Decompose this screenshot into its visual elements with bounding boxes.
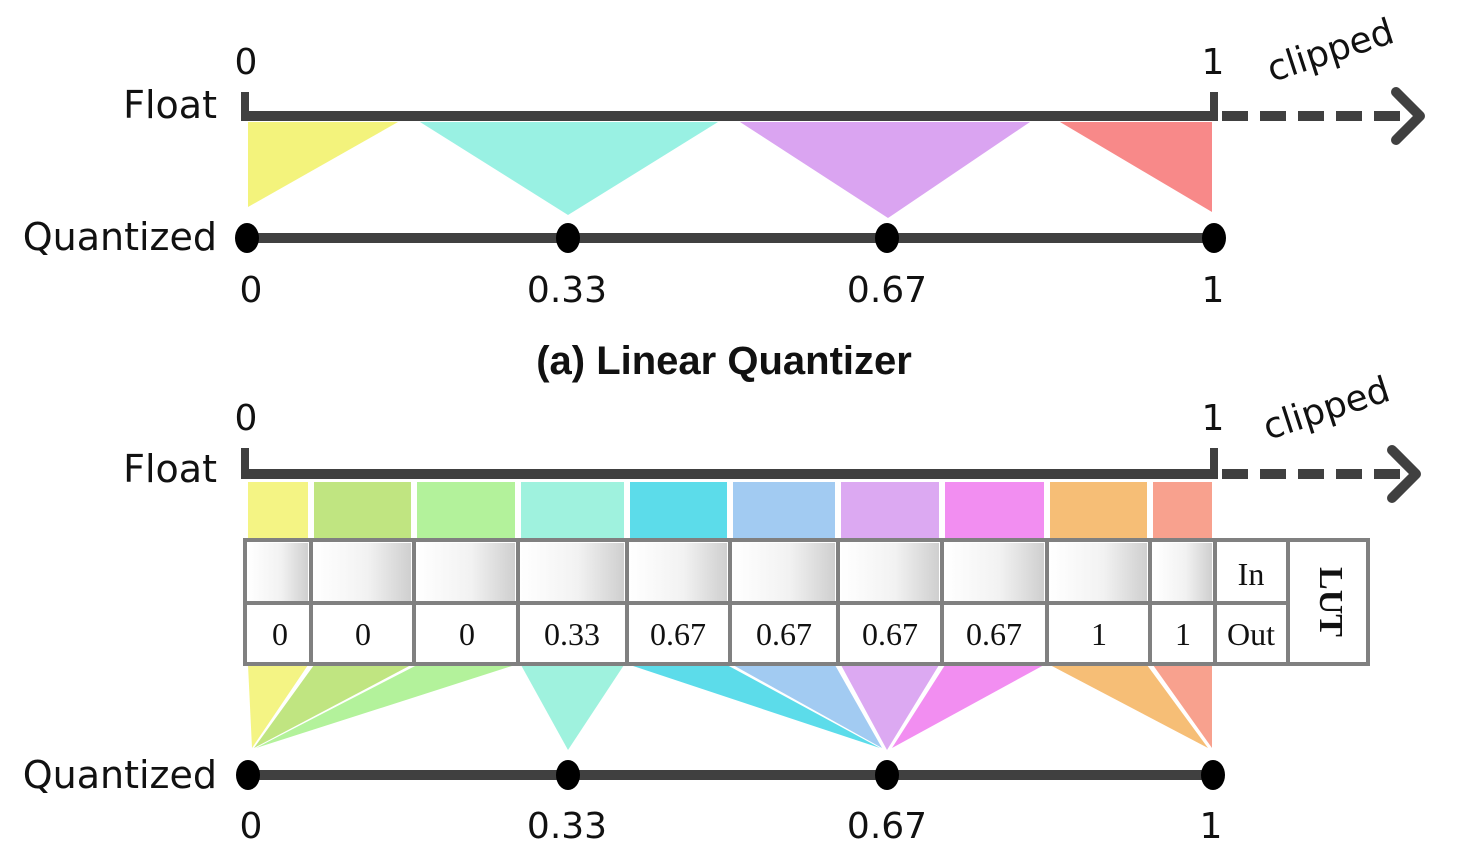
clipped-arrow-a-head <box>1391 87 1425 145</box>
funnel-7 <box>892 665 1044 748</box>
linear-region-1 <box>1060 122 1212 212</box>
clipped-label-b: clipped <box>1258 369 1395 448</box>
lut-bin-5 <box>733 482 835 540</box>
lut-in-row <box>248 543 1212 601</box>
lut-in-cell <box>1050 543 1147 601</box>
lut-bin-4 <box>630 482 727 540</box>
quant-tick-a-2: 0.67 <box>847 270 927 311</box>
lut-bin-6 <box>841 482 939 540</box>
quant-point-b-0 <box>236 760 260 790</box>
lut-out-value: 0 <box>355 616 371 652</box>
float-end-label-b: 1 <box>1202 398 1225 439</box>
clipped-label-a: clipped <box>1262 11 1399 90</box>
funnel-6 <box>841 665 939 750</box>
lut-funnel-group <box>248 665 1212 750</box>
linear-region-067 <box>740 122 1030 218</box>
lut-in-cell <box>841 543 939 601</box>
funnel-5 <box>733 665 882 748</box>
funnel-8 <box>1050 665 1208 748</box>
lut-grid <box>245 540 1290 664</box>
lut-out-value: 1 <box>1175 616 1191 652</box>
lut-in-cell <box>945 543 1044 601</box>
lut-in-cell <box>417 543 515 601</box>
quant-point-a-033 <box>556 223 580 253</box>
lut-out-value: 0 <box>272 616 288 652</box>
quant-tick-b-3: 1 <box>1200 806 1223 847</box>
funnel-3 <box>521 665 624 750</box>
quant-point-a-1 <box>1202 223 1226 253</box>
lut-title: LUT <box>1312 567 1349 637</box>
funnel-4 <box>630 665 880 748</box>
float-label-a: Float <box>123 83 217 127</box>
lut-bin-9 <box>1153 482 1212 540</box>
lut-in-cell <box>630 543 727 601</box>
lut-in-cell <box>521 543 624 601</box>
caption-linear-quantizer: (a) Linear Quantizer <box>536 339 912 383</box>
lut-in-cell <box>248 543 308 601</box>
lut-out-value: 0 <box>459 616 475 652</box>
quant-tick-b-0: 0 <box>240 806 263 847</box>
funnel-0 <box>248 665 308 748</box>
quant-point-a-067 <box>875 223 899 253</box>
clipped-arrow-b-head <box>1387 445 1421 503</box>
float-start-label-b: 0 <box>235 398 258 439</box>
funnel-2 <box>256 665 515 748</box>
quant-tick-a-1: 0.33 <box>527 270 607 311</box>
lut-out-value: 0.67 <box>756 616 812 652</box>
funnel-1 <box>254 665 411 748</box>
quant-point-b-1 <box>1201 760 1225 790</box>
lut-bin-1 <box>314 482 411 540</box>
funnel-9 <box>1153 665 1212 748</box>
lut-bin-2 <box>417 482 515 540</box>
linear-region-group <box>248 122 1212 218</box>
lut-bin-7 <box>945 482 1044 540</box>
panel-b-lut-quantizer: Float 0 1 clipped <box>23 369 1421 847</box>
linear-region-0 <box>248 122 398 207</box>
lut-out-value: 0.33 <box>544 616 600 652</box>
quant-tick-b-1: 0.33 <box>527 806 607 847</box>
float-end-label-a: 1 <box>1202 42 1225 83</box>
quant-tick-a-3: 1 <box>1202 270 1225 311</box>
lut-in-cell <box>733 543 835 601</box>
lut-bin-0 <box>248 482 308 540</box>
lut-table: 0 0 0 0.33 0.67 0.67 0.67 0.67 1 1 In Ou… <box>243 538 1370 666</box>
quantized-label-b: Quantized <box>23 753 217 797</box>
quant-point-b-067 <box>875 760 899 790</box>
lut-in-cell <box>1153 543 1212 601</box>
lut-out-value: 1 <box>1091 616 1107 652</box>
lut-bin-group <box>248 482 1212 540</box>
panel-a-linear-quantizer: Float 0 1 clipped Quantized 0 0.33 0.67 … <box>23 11 1425 383</box>
quantized-label-a: Quantized <box>23 215 217 259</box>
float-start-label-a: 0 <box>235 42 258 83</box>
lut-out-value: 0.67 <box>650 616 706 652</box>
quant-point-a-0 <box>235 223 259 253</box>
lut-bin-3 <box>521 482 624 540</box>
lut-out-label: Out <box>1227 616 1275 652</box>
quant-tick-a-0: 0 <box>240 270 263 311</box>
quant-tick-b-2: 0.67 <box>847 806 927 847</box>
float-label-b: Float <box>123 447 217 491</box>
quant-point-b-033 <box>556 760 580 790</box>
lut-in-label: In <box>1238 556 1265 592</box>
lut-out-value: 0.67 <box>966 616 1022 652</box>
lut-in-cell <box>314 543 411 601</box>
lut-bin-8 <box>1050 482 1147 540</box>
lut-out-value: 0.67 <box>862 616 918 652</box>
linear-region-033 <box>420 122 718 215</box>
